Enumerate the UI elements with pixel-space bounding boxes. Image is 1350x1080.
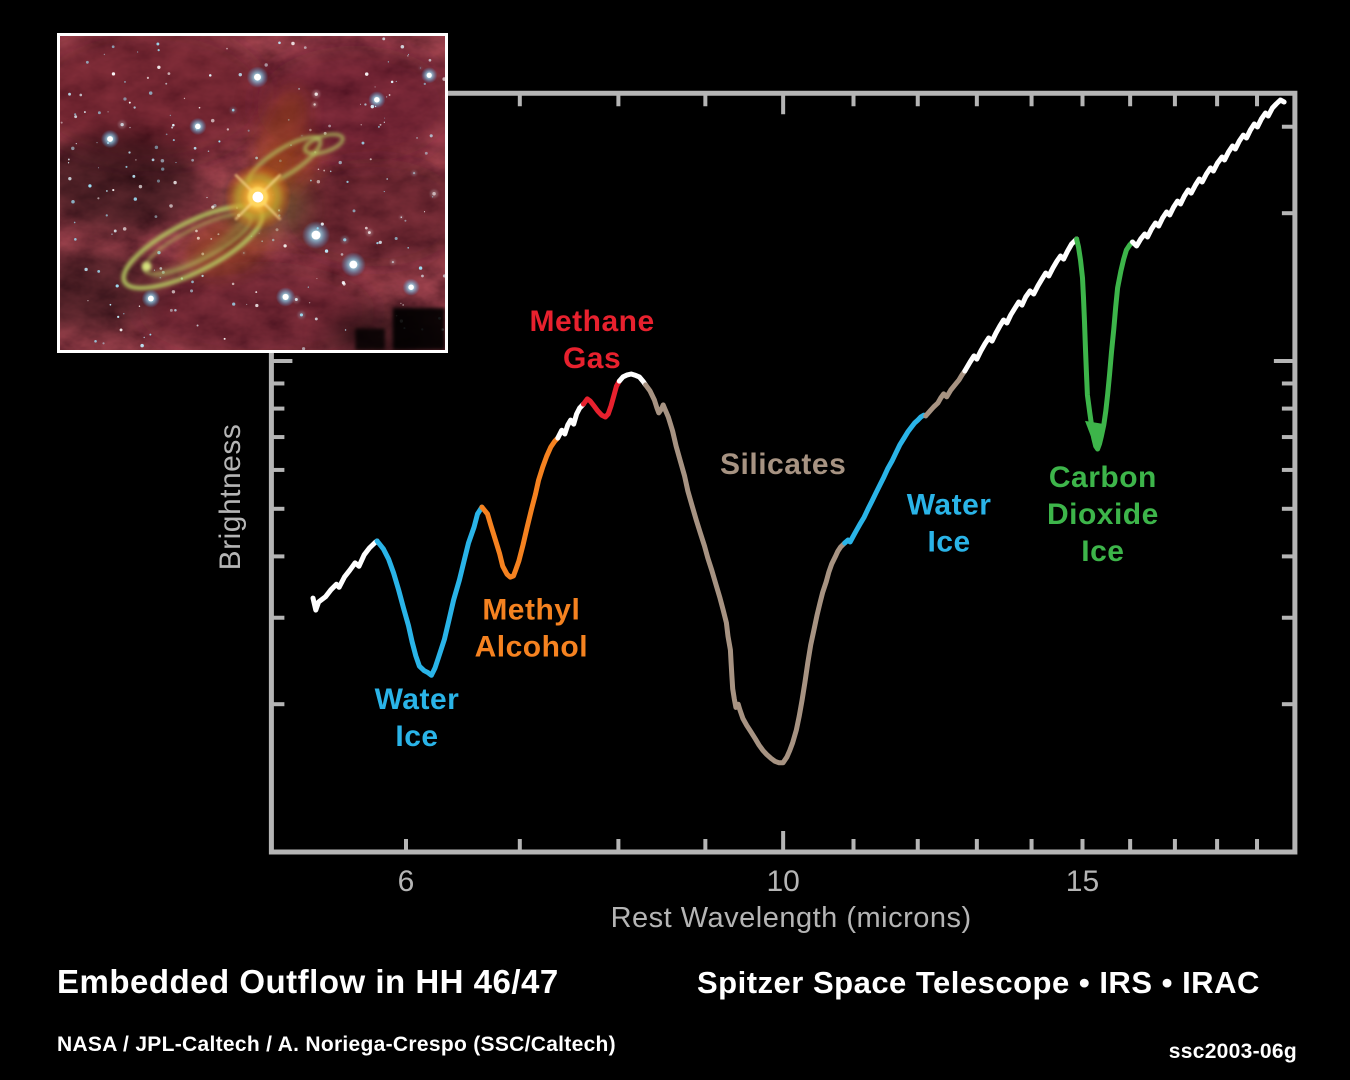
spectrum-segment-carbon-dioxide-ice: [1074, 236, 1135, 452]
annotation-water-ice-1: Water Ice: [375, 683, 460, 753]
spectrum-segment-water-ice-2: [842, 412, 929, 546]
credit-line: NASA / JPL-Caltech / A. Noriega-Crespo (…: [57, 1033, 616, 1056]
annotation-methyl-alcohol: Methyl Alcohol: [475, 594, 589, 664]
annotation-methane-gas: Methane Gas: [529, 305, 654, 375]
release-id: ssc2003-06g: [1168, 1040, 1297, 1063]
inset-image-hh46-47: [57, 33, 448, 353]
spectrum-segment-water-ice-1: [374, 504, 485, 678]
spectrum-fill-carbon-dioxide-ice: [1085, 420, 1105, 451]
x-axis-label: Rest Wavelength (microns): [611, 902, 972, 934]
spectrum-segment-methyl-alcohol: [479, 435, 561, 580]
spectrum-segment-continuum-5: [1130, 97, 1287, 249]
x-tick-label: 10: [766, 865, 799, 898]
y-axis-label: Brightness: [214, 424, 247, 571]
protostar-core: [252, 191, 264, 203]
spectrum-segment-continuum-4: [962, 236, 1080, 374]
outflow-arc: [303, 132, 345, 156]
x-tick-label: 15: [1066, 865, 1099, 898]
axis-frame: [268, 90, 1298, 855]
telescope-instrument-title: Spitzer Space Telescope • IRS • IRAC: [697, 965, 1260, 1000]
spectrum-segment-continuum-2: [555, 401, 586, 441]
spectrum-segment-silicates-2: [923, 368, 968, 419]
annotation-silicates: Silicates: [720, 448, 846, 481]
spectrum-segment-methane-gas: [580, 378, 622, 420]
annotation-carbon-dioxide-ice: Carbon Dioxide Ice: [1047, 461, 1159, 568]
spectrum-segment-continuum-3: [616, 371, 649, 388]
spectrum-segment-silicates: [643, 382, 848, 766]
inset-sky-image: [60, 36, 445, 350]
spectrum-segment-continuum-1: [310, 538, 380, 613]
figure-title: Embedded Outflow in HH 46/47: [57, 963, 559, 1000]
x-tick-label: 6: [398, 865, 415, 898]
annotation-water-ice-2: Water Ice: [907, 488, 992, 558]
